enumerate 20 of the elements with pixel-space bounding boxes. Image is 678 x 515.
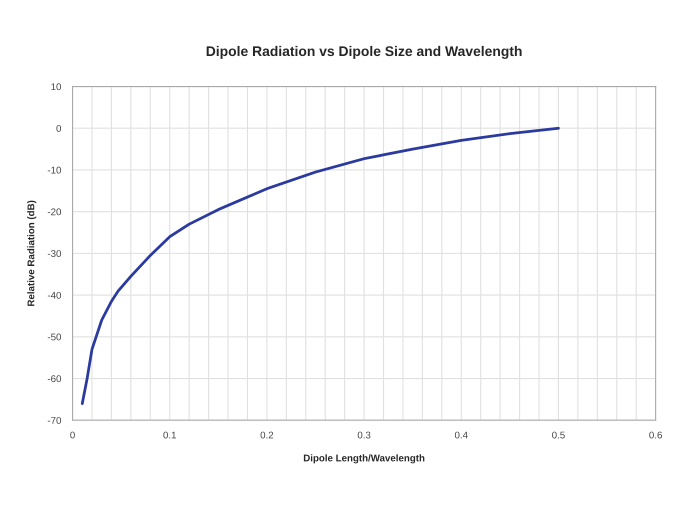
y-tick-label: -50 [48, 334, 62, 340]
x-tick-label: 0.2 [260, 432, 274, 438]
y-tick-label: -20 [48, 208, 62, 216]
y-tick-label: 10 [51, 83, 62, 90]
y-tick-label: 0 [56, 124, 62, 132]
y-axis-title: Relative Radiation (dB) [27, 200, 36, 306]
x-tick-label: 0.1 [163, 432, 176, 438]
y-tick-label: -30 [48, 250, 62, 257]
y-tick-label: -40 [48, 292, 62, 299]
y-tick-label: -60 [48, 375, 62, 382]
y-tick-label: -10 [48, 166, 62, 174]
x-axis-title: Dipole Length/Wavelength [304, 454, 424, 464]
x-tick-label: 0 [70, 432, 75, 438]
x-tick-label: 0.4 [454, 432, 468, 438]
chart-title: Dipole Radiation vs Dipole Size and Wavelength [206, 46, 522, 59]
line-series [80, 126, 560, 405]
x-tick-label: 0.3 [358, 432, 370, 438]
y-tick-label: -70 [48, 416, 62, 424]
x-tick-label: 0.5 [552, 432, 565, 438]
x-tick-label: 0.6 [649, 432, 662, 438]
